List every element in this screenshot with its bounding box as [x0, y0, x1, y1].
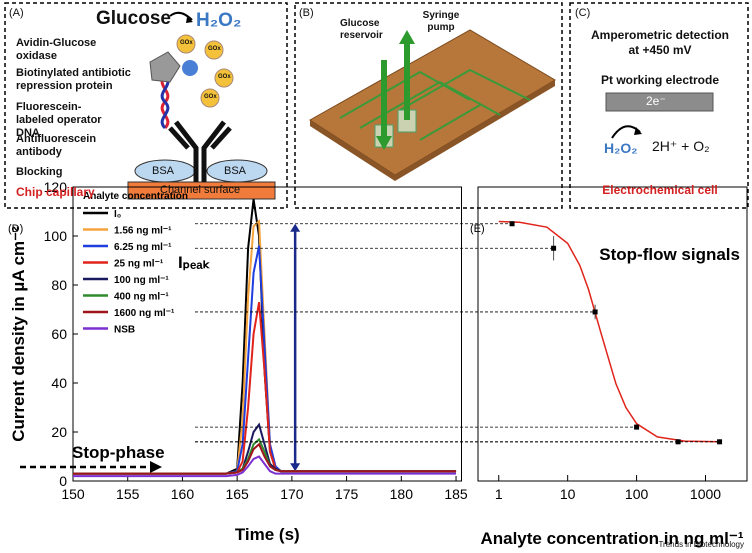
panel-label: (A) — [9, 7, 24, 19]
panel-label: (D) — [8, 223, 23, 235]
panel-frame — [294, 2, 563, 209]
chart-title: Stop-flow signals — [599, 245, 740, 264]
arrow-head — [150, 461, 162, 473]
gox — [200, 88, 220, 108]
legend-label: I₀ — [114, 209, 121, 220]
gox-label: GOx — [208, 46, 221, 52]
x-tick-label: 1 — [495, 486, 503, 502]
gox — [176, 34, 196, 54]
annotation: Stop-phase — [72, 443, 165, 462]
y-tick-label: 20 — [51, 424, 67, 440]
layer: Antifluorescein antibody — [16, 133, 97, 158]
y-tick-label: 40 — [51, 375, 67, 391]
x-axis-label: Time (s) — [235, 525, 300, 544]
glucose: Glucose — [96, 8, 171, 29]
layer: Avidin-Glucose oxidase — [16, 37, 97, 62]
y-tick-label: 0 — [59, 473, 67, 489]
arrow-head — [290, 463, 301, 472]
y-tick-label: 60 — [51, 326, 67, 342]
products: 2H⁺ + O₂ — [652, 138, 710, 154]
layer: Biotinylated antibiotic repression prote… — [16, 67, 131, 92]
electron-label: 2e⁻ — [646, 94, 666, 108]
y-tick-label: 80 — [51, 277, 67, 293]
x-tick-label: 170 — [280, 486, 304, 502]
layer: Blocking — [16, 166, 63, 178]
gox-label: GOx — [180, 40, 193, 46]
legend-label: 100 ng ml⁻¹ — [114, 275, 169, 286]
pump-label: Syringe pump — [422, 10, 460, 33]
series-line — [73, 442, 457, 475]
arrow-head — [186, 17, 193, 23]
legend-title: Analyte concentration — [83, 191, 188, 202]
point — [675, 439, 681, 445]
point — [551, 245, 557, 251]
reservoir-label: Glucose reservoir — [340, 18, 383, 41]
bsa — [206, 159, 268, 183]
dna — [160, 74, 170, 130]
fit-curve — [498, 220, 720, 443]
bsa-label: BSA — [224, 165, 247, 177]
x-tick-label: 10 — [560, 486, 576, 502]
channels — [339, 68, 531, 141]
arrow-head — [399, 30, 415, 44]
x-tick-label: 160 — [171, 486, 195, 502]
legend-label: 6.25 ng ml⁻¹ — [114, 242, 172, 253]
y-tick-label: 120 — [44, 179, 68, 195]
antibody — [168, 120, 232, 182]
x-tick-label: 1000 — [690, 486, 721, 502]
bsa-label: BSA — [152, 165, 175, 177]
panel-frame — [569, 2, 749, 209]
reactant: H₂O₂ — [604, 140, 638, 156]
x-axis-label: Analyte concentration in ng ml⁻¹ — [480, 529, 743, 548]
layer: Fluorescein-labeled operator DNA — [16, 101, 102, 139]
x-tick-label: 150 — [61, 486, 85, 502]
point — [509, 221, 515, 227]
gox-label: GOx — [204, 94, 217, 100]
h2o2: H₂O₂ — [196, 10, 242, 31]
panel-footer: Electrochemical cell — [602, 183, 718, 197]
x-tick-label: 185 — [444, 486, 468, 502]
x-tick-label: 165 — [225, 486, 249, 502]
arrow-head — [634, 127, 642, 135]
x-tick-label: 175 — [335, 486, 359, 502]
avidin — [182, 60, 198, 76]
panel-label: (C) — [575, 7, 591, 19]
plot-frame — [477, 186, 748, 482]
panel-label: (E) — [470, 223, 485, 235]
panel-frame — [4, 2, 288, 209]
series-line — [73, 455, 457, 478]
credit: Trends in Biotechnology — [658, 540, 744, 549]
gox — [214, 68, 234, 88]
charts: (D) 0 20 40 60 80 100 120 150 155 160 165 170 175 180 1… — [8, 179, 748, 548]
arrow-head — [376, 136, 392, 150]
x-tick-label: 180 — [390, 486, 414, 502]
legend-label: 25 ng ml⁻¹ — [114, 259, 164, 270]
panel-footer: Chip capillary — [16, 185, 95, 199]
reaction-arrow — [169, 11, 193, 21]
gox-label: GOx — [218, 74, 231, 80]
repressor — [149, 51, 181, 83]
electrode — [605, 92, 714, 112]
x-tick-label: 155 — [116, 486, 140, 502]
legend-label: NSB — [114, 325, 135, 336]
legend-label: 1.56 ng ml⁻¹ — [114, 226, 172, 237]
surface-label: Channel surface — [160, 184, 241, 196]
panel-label: (B) — [299, 7, 314, 19]
point — [717, 439, 723, 445]
legend-label: 400 ng ml⁻¹ — [114, 292, 169, 303]
y-axis-label: Current density in µA cm⁻² — [9, 226, 28, 442]
x-tick-label: 100 — [625, 486, 649, 502]
annotation: Iₚₑₐₖ — [178, 253, 211, 272]
electrode-label: Pt working electrode — [600, 73, 720, 87]
legend-label: 1600 ng ml⁻¹ — [114, 308, 175, 319]
point — [592, 309, 598, 315]
point — [634, 424, 640, 430]
arrow-head — [290, 223, 301, 232]
gox — [204, 40, 224, 60]
panel-title: Amperometric detection at +450 mV — [590, 28, 730, 57]
y-tick-label: 100 — [44, 228, 68, 244]
